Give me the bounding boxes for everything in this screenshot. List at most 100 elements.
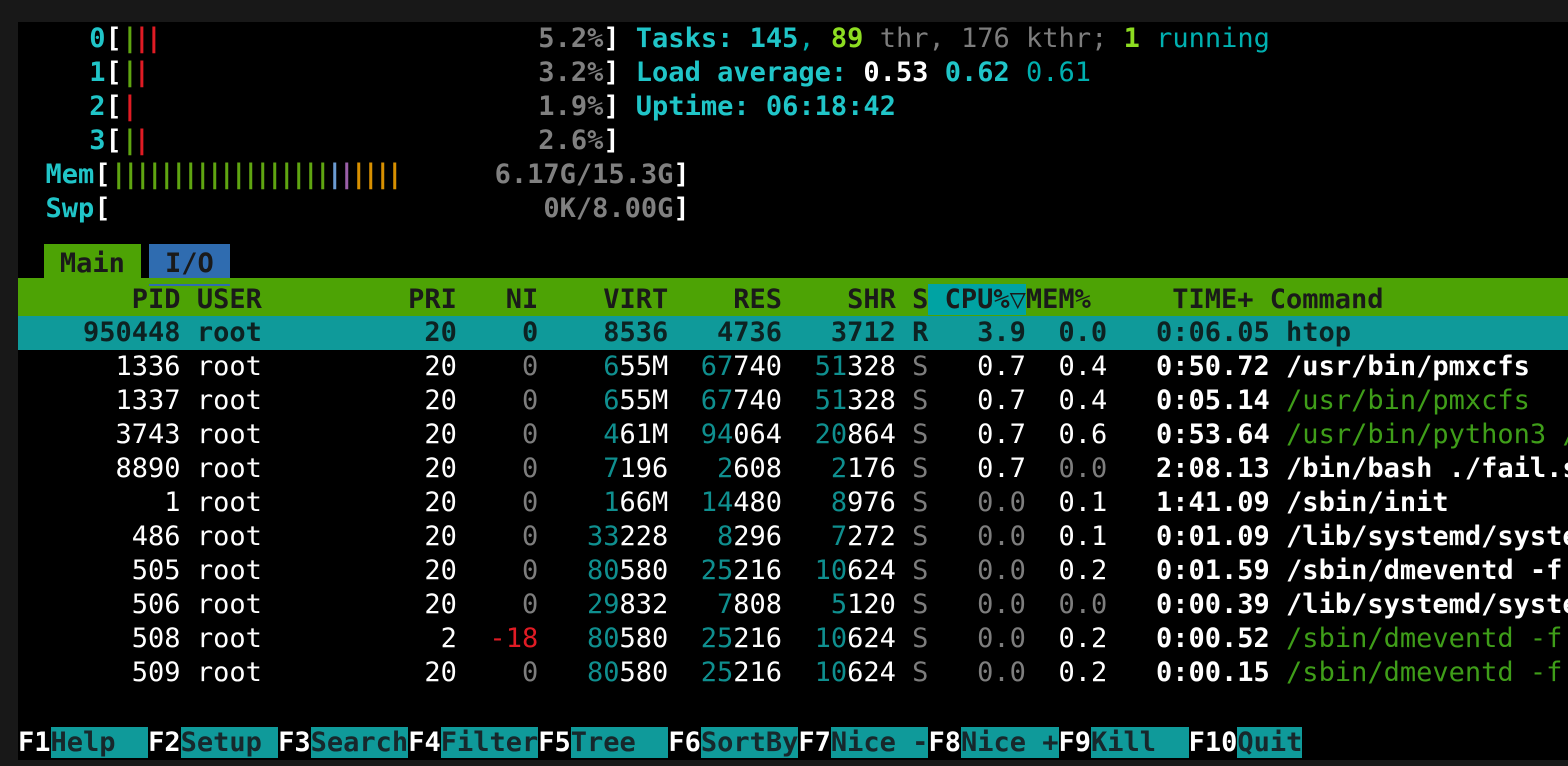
meter-cell [134, 56, 146, 90]
meter-cell-empty [386, 124, 398, 158]
cell-user: root [180, 419, 392, 450]
meter-cell [134, 22, 146, 56]
value-low: 196 [619, 453, 669, 484]
meter-bar [122, 90, 506, 124]
meter-cell-empty [458, 90, 470, 124]
meter-cell-empty [422, 56, 434, 90]
cpu-meter-1: 1[ 3.2%] Load average: 0.53 0.62 0.61 [18, 56, 1568, 90]
cpu-meter-value: 5.2% [505, 23, 604, 54]
meter-cell [195, 158, 207, 192]
fkey-label-search[interactable]: Search [310, 727, 409, 758]
col-header-time[interactable]: TIME+ [1090, 284, 1254, 315]
fkey-label-help[interactable]: Help [50, 727, 149, 758]
meter-cell-empty [458, 22, 470, 56]
fkey-f1[interactable]: F1 [18, 727, 51, 758]
process-row[interactable]: 1 root 20 0 166M 14480 8976 S 0.0 0.1 1:… [18, 486, 1568, 520]
col-header-command[interactable]: Command [1253, 284, 1384, 315]
meter-bar [111, 158, 495, 192]
col-header-ni[interactable]: NI [456, 284, 539, 315]
process-row[interactable]: 508 root 2 -18 80580 25216 10624 S 0.0 0… [18, 622, 1568, 656]
fkey-label-sortby[interactable]: SortBy [700, 727, 799, 758]
meter-cell-empty [267, 192, 279, 226]
uptime-label: Uptime: [635, 91, 750, 122]
fkey-f6[interactable]: F6 [668, 727, 701, 758]
col-header-mem[interactable]: MEM% [1025, 284, 1091, 315]
fkey-f5[interactable]: F5 [538, 727, 571, 758]
cpu-meter-value: 1.9% [505, 91, 604, 122]
process-row[interactable]: 1337 root 20 0 655M 67740 51328 S 0.7 0.… [18, 384, 1568, 418]
cell-mem: 0.0 [1025, 317, 1108, 348]
meter-cell-empty [170, 90, 182, 124]
col-header-pri[interactable]: PRI [391, 284, 457, 315]
col-header-cpu[interactable]: CPU%▽ [928, 284, 1026, 315]
process-row[interactable]: 3743 root 20 0 461M 94064 20864 S 0.7 0.… [18, 418, 1568, 452]
meter-cell-empty [302, 56, 314, 90]
process-row[interactable]: 506 root 20 0 29832 7808 5120 S 0.0 0.0 … [18, 588, 1568, 622]
cell-cpu: 0.7 [928, 453, 1026, 484]
process-row[interactable]: 950448 root 20 0 8536 4736 3712 R 3.9 0.… [18, 316, 1568, 350]
process-table-header[interactable]: PID USER PRI NI VIRT RES SHR S CPU%▽MEM%… [18, 284, 1568, 316]
fkey-f7[interactable]: F7 [798, 727, 831, 758]
cpu-meter-3: 3[ 2.6%] [18, 124, 1568, 158]
screen-tabs[interactable]: Main I/O [18, 244, 1568, 286]
value-high: 2 [782, 453, 848, 484]
fkey-label-tree[interactable]: Tree [570, 727, 669, 758]
meter-cell-empty [170, 22, 182, 56]
fkey-f3[interactable]: F3 [278, 727, 311, 758]
meter-cell-empty [434, 124, 446, 158]
meter-cell-empty [362, 22, 374, 56]
meter-cell-empty [470, 90, 482, 124]
cell-nice: -18 [456, 623, 539, 654]
cell-state: S [895, 351, 929, 382]
fkey-f2[interactable]: F2 [148, 727, 181, 758]
meter-cell-empty [171, 192, 183, 226]
meter-cell [183, 158, 195, 192]
cell-user: root [180, 453, 392, 484]
fkey-f9[interactable]: F9 [1058, 727, 1092, 758]
process-list[interactable]: 950448 root 20 0 8536 4736 3712 R 3.9 0.… [18, 316, 1568, 690]
fkey-label-nice[interactable]: Nice + [960, 727, 1059, 758]
function-key-bar[interactable]: F1Help F2Setup F3SearchF4FilterF5Tree F6… [18, 726, 1568, 760]
meter-cell-empty [326, 22, 338, 56]
fkey-label-quit[interactable]: Quit [1237, 727, 1303, 758]
col-header-shr[interactable]: SHR [782, 284, 896, 315]
meter-cell-empty [399, 192, 411, 226]
col-header-user[interactable]: USER [180, 284, 392, 315]
meter-cell-empty [398, 90, 410, 124]
col-header-state[interactable]: S [895, 284, 929, 315]
meter-cell-empty [302, 90, 314, 124]
col-header-virt[interactable]: VIRT [538, 284, 669, 315]
fkey-label-kill[interactable]: Kill [1091, 727, 1189, 758]
meter-cell-empty [351, 192, 363, 226]
meter-cell-empty [338, 90, 350, 124]
value-high: 7 [538, 453, 620, 484]
fkey-label-filter[interactable]: Filter [440, 727, 539, 758]
value-high: 67 [668, 351, 734, 382]
meter-bar [122, 22, 506, 56]
meter-cell-empty [218, 90, 230, 124]
process-row[interactable]: 8890 root 20 0 7196 2608 2176 S 0.7 0.0 … [18, 452, 1568, 486]
value: 4736 [668, 317, 783, 348]
process-row[interactable]: 509 root 20 0 80580 25216 10624 S 0.0 0.… [18, 656, 1568, 690]
process-row[interactable]: 505 root 20 0 80580 25216 10624 S 0.0 0.… [18, 554, 1568, 588]
process-row[interactable]: 1336 root 20 0 655M 67740 51328 S 0.7 0.… [18, 350, 1568, 384]
cell-mem: 0.0 [1025, 589, 1108, 620]
meter-cell-empty [314, 124, 326, 158]
col-header-res[interactable]: RES [668, 284, 783, 315]
meter-cell-empty [291, 192, 303, 226]
col-header-pid[interactable]: PID [18, 284, 181, 315]
meter-cell-empty [170, 124, 182, 158]
fkey-label-setup[interactable]: Setup [180, 727, 279, 758]
cell-state: S [895, 623, 929, 654]
fkey-f8[interactable]: F8 [928, 727, 961, 758]
cell-nice: 0 [456, 657, 539, 688]
meter-cell-empty [243, 192, 255, 226]
cell-user: root [180, 351, 392, 382]
fkey-f10[interactable]: F10 [1188, 727, 1238, 758]
cell-pri: 20 [391, 385, 457, 416]
meter-cell-empty [314, 56, 326, 90]
fkey-label-nice[interactable]: Nice - [830, 727, 929, 758]
meter-bar [122, 56, 506, 90]
fkey-f4[interactable]: F4 [408, 727, 441, 758]
process-row[interactable]: 486 root 20 0 33228 8296 7272 S 0.0 0.1 … [18, 520, 1568, 554]
